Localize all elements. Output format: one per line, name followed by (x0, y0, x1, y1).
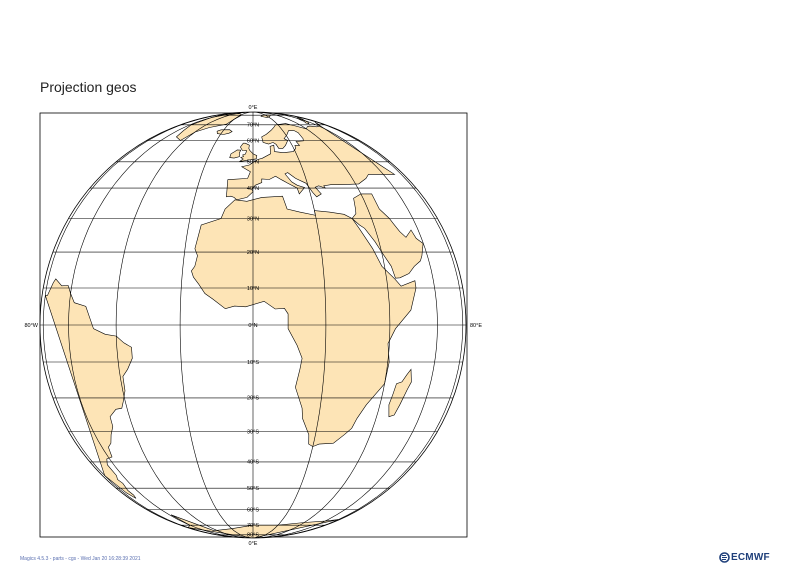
meridian-line (42, 112, 254, 538)
lat-label: 60°S (247, 507, 259, 513)
logo-text: ECMWF (731, 551, 770, 563)
lat-label: 20°N (247, 250, 259, 256)
meridian-line (68, 112, 254, 538)
meridian-line (252, 112, 464, 538)
land-layer (44, 113, 424, 538)
lat-label: 30°S (247, 429, 259, 435)
meridian-line (252, 112, 391, 538)
landmass-greenland (175, 113, 243, 141)
lat-label: 50°S (247, 486, 259, 492)
ecmwf-logo: ECMWF (719, 551, 770, 563)
lat-label: 0°N (248, 323, 257, 329)
landmass-ireland (229, 149, 242, 159)
meridian-line (252, 112, 327, 538)
landmass-britain (239, 142, 258, 162)
lon-label-right: 80°E (470, 323, 482, 329)
lat-label: 40°S (247, 460, 259, 466)
map-title: Projection geos (40, 79, 137, 95)
meridian-line (252, 112, 438, 538)
lon-label-bottom: 0°E (249, 541, 258, 547)
lat-label: 60°N (247, 138, 259, 144)
landmass-iceland (216, 129, 233, 135)
lat-label: 70°N (247, 123, 259, 129)
landmass-africa (191, 195, 417, 447)
landmass-europe (226, 122, 396, 201)
ecmwf-logo-icon (719, 551, 730, 563)
lon-label-top: 0°E (249, 105, 258, 111)
landmass-arabia (351, 193, 424, 279)
lat-label: 80°S (247, 533, 259, 539)
landmass-madagascar (388, 368, 412, 418)
lat-label: 50°N (247, 160, 259, 166)
meridian-line (179, 112, 254, 538)
lon-label-left: 80°W (24, 323, 38, 329)
earth-limb (39, 111, 467, 539)
meridian-line (115, 112, 254, 538)
latitude-labels: 70°N 60°N 50°N 40°N 30°N 20°N 10°N 0°N 10°S 20°S 3… (247, 123, 259, 539)
lat-label: 10°S (247, 360, 259, 366)
graticule (40, 112, 466, 538)
lat-label: 10°N (247, 286, 259, 292)
lat-label: 40°N (247, 186, 259, 192)
lat-label: 70°S (247, 523, 259, 529)
footer-credits: Magics 4.5.3 - parts - cgs - Wed Jan 20 … (20, 556, 141, 562)
lat-label: 20°S (247, 396, 259, 402)
lat-label: 30°N (247, 216, 259, 222)
